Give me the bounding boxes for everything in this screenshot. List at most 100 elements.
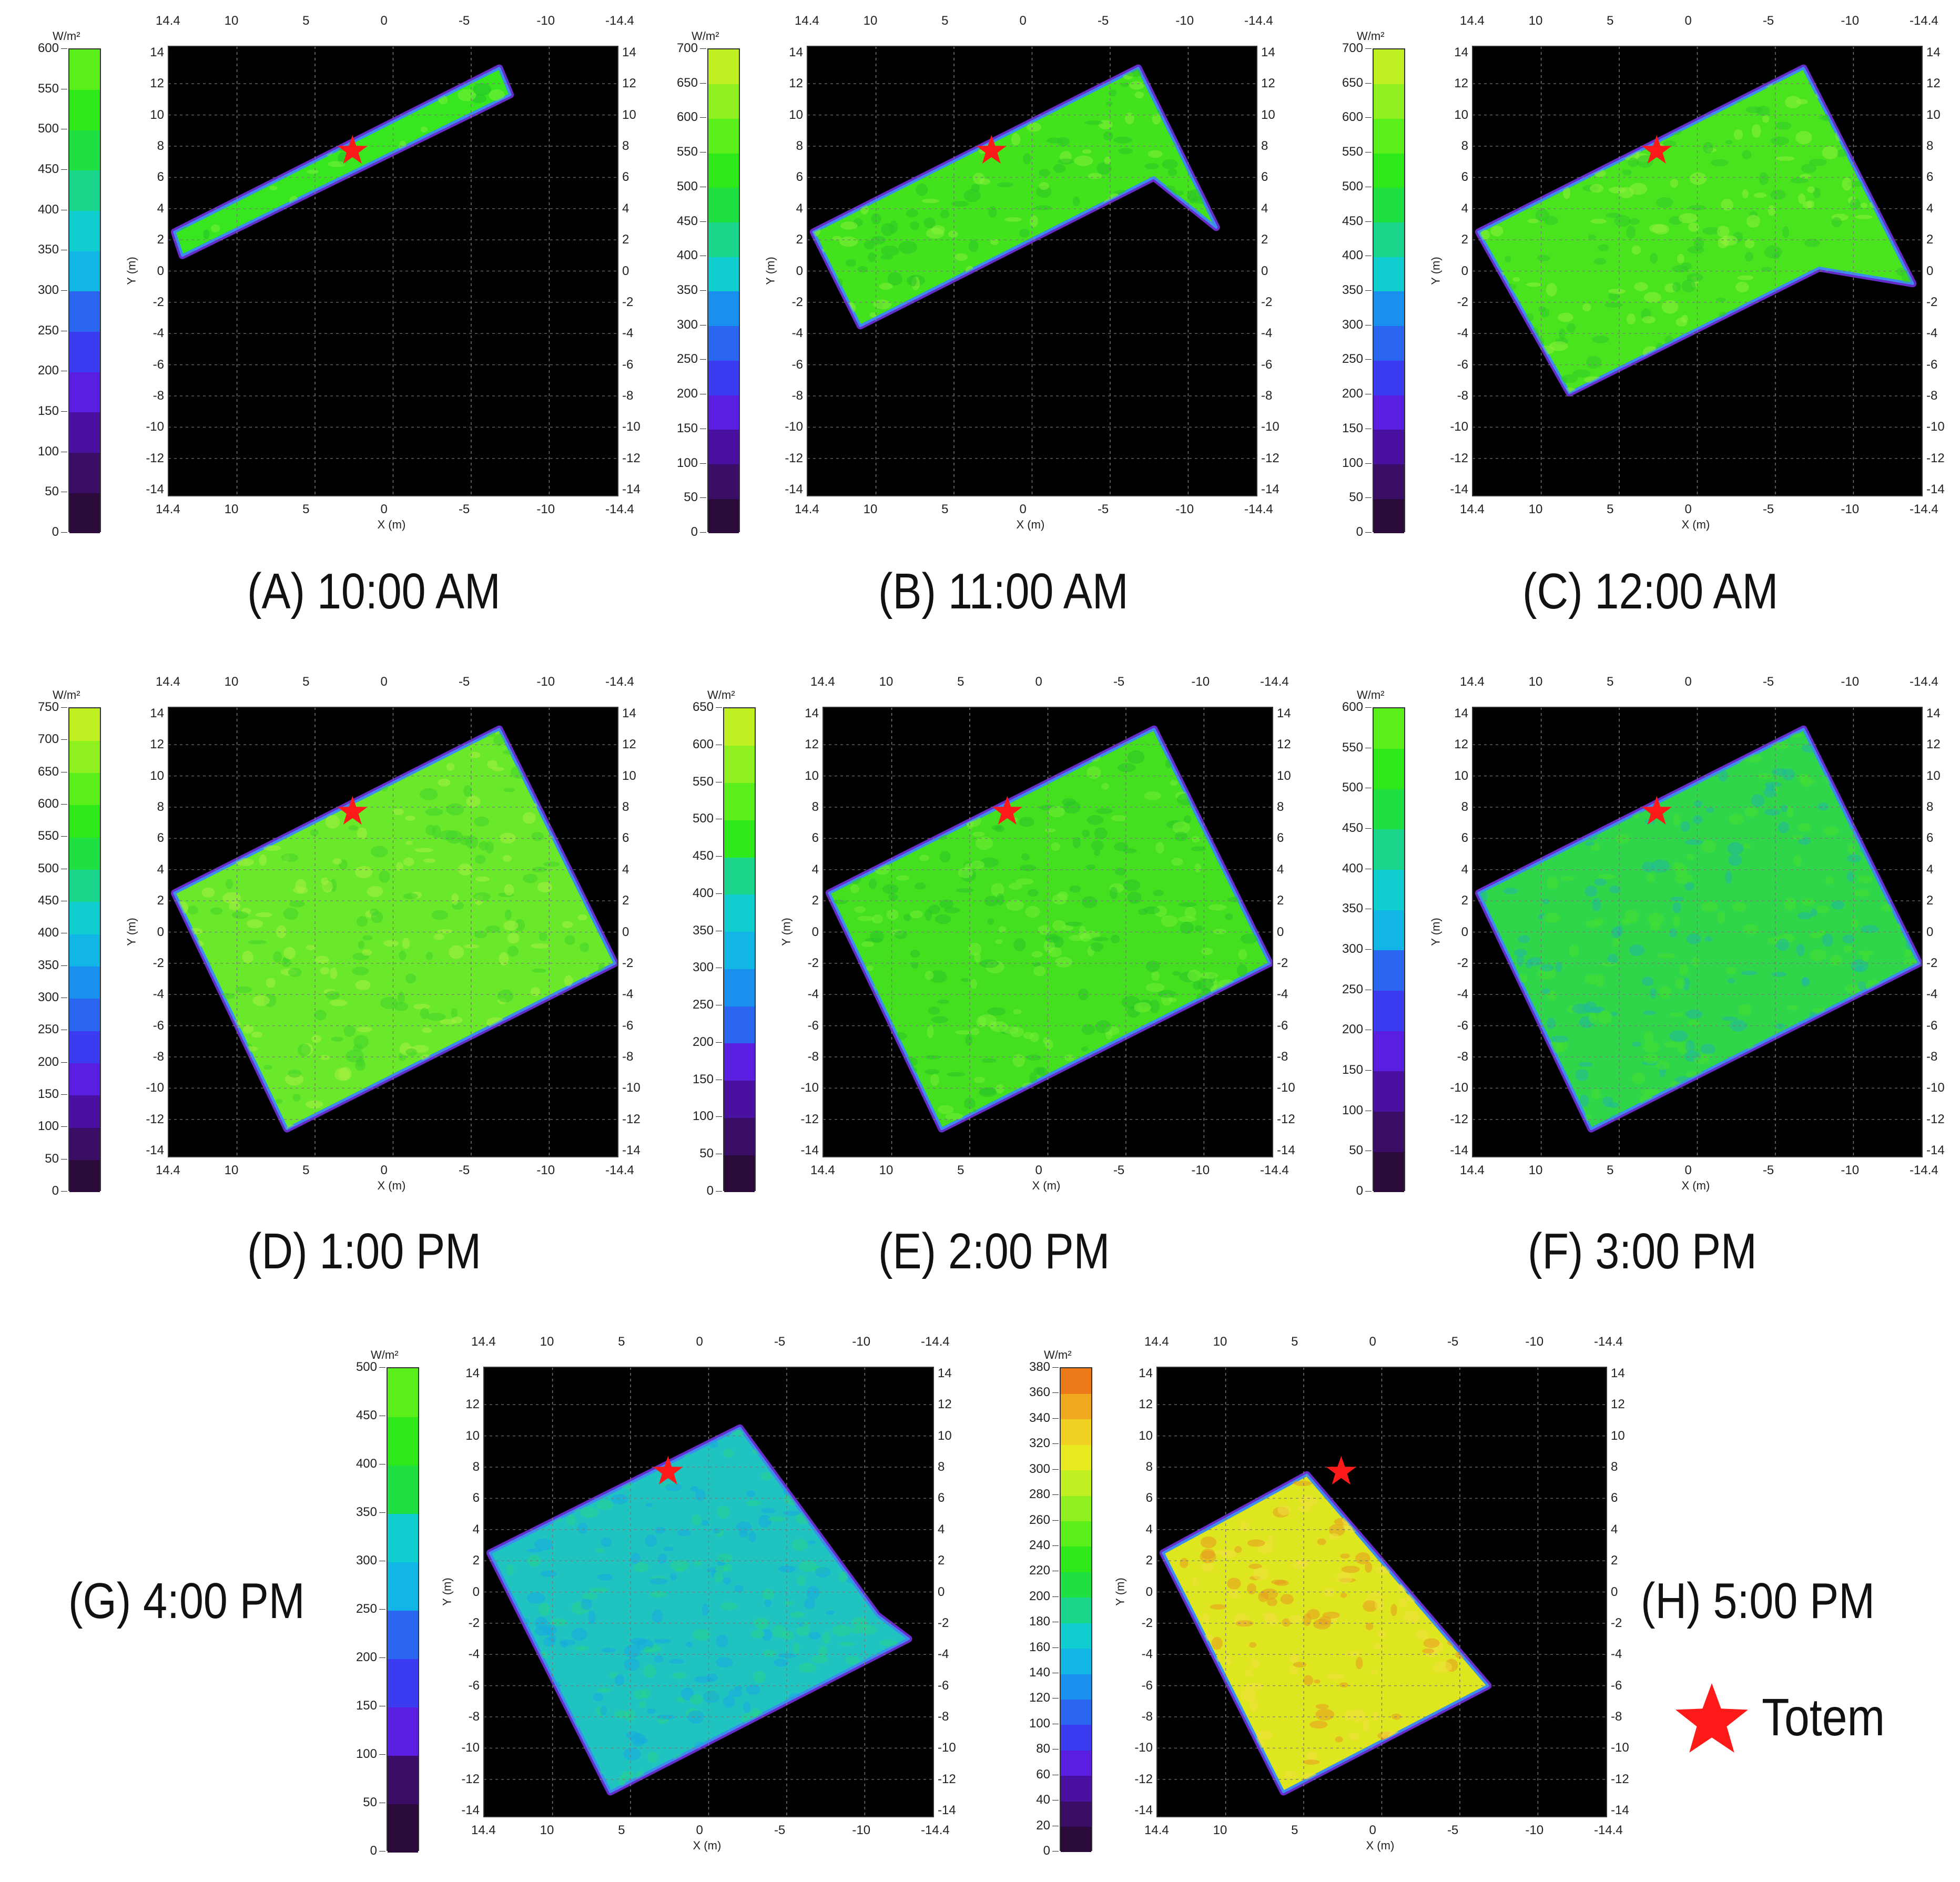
texture-spot: [385, 450, 400, 458]
texture-spot: [1685, 1009, 1703, 1019]
texture-spot: [570, 778, 580, 788]
texture-spot: [1762, 115, 1769, 123]
texture-spot: [946, 1072, 965, 1077]
texture-spot: [1125, 223, 1139, 230]
texture-spot: [665, 1483, 682, 1491]
texture-spot: [268, 319, 281, 331]
texture-spot: [1512, 839, 1524, 853]
colorbar-tick-label: 120: [1029, 1691, 1050, 1705]
texture-spot: [350, 93, 364, 104]
y-tick-label-left: -8: [1457, 1050, 1468, 1064]
texture-spot: [1201, 948, 1213, 955]
texture-spot: [174, 487, 180, 500]
texture-spot: [1420, 1589, 1435, 1601]
texture-spot: [1091, 937, 1109, 941]
texture-spot: [1225, 1655, 1232, 1665]
texture-spot: [1242, 1413, 1254, 1419]
texture-spot: [1027, 254, 1044, 268]
texture-spot: [948, 455, 954, 468]
texture-spot: [1591, 1088, 1601, 1100]
texture-spot: [1221, 1550, 1237, 1558]
colorbar-tick-label: 300: [676, 317, 698, 332]
texture-spot: [729, 1744, 743, 1757]
texture-spot: [937, 999, 949, 1004]
texture-spot: [1048, 1102, 1059, 1113]
texture-spot: [928, 904, 940, 914]
y-tick-label-left: 4: [157, 862, 164, 877]
texture-spot: [1249, 1699, 1258, 1712]
texture-spot: [1855, 965, 1863, 972]
texture-spot: [223, 842, 238, 856]
texture-spot: [1845, 94, 1855, 102]
texture-spot: [484, 219, 501, 230]
texture-spot: [285, 475, 297, 481]
texture-spot: [1846, 854, 1862, 862]
texture-spot: [1589, 778, 1606, 788]
texture-spot: [1254, 1433, 1265, 1438]
texture-spot: [1770, 136, 1790, 146]
texture-spot: [209, 856, 227, 864]
colorbar-tick-label: 400: [676, 248, 698, 263]
texture-spot: [506, 185, 511, 198]
texture-spot: [1539, 1730, 1550, 1735]
texture-spot: [1136, 262, 1155, 276]
colorbar: [723, 707, 756, 1193]
texture-spot: [263, 322, 280, 335]
texture-spot: [1194, 925, 1203, 932]
texture-spot: [900, 826, 909, 835]
texture-spot: [283, 947, 296, 960]
texture-spot: [924, 1140, 941, 1154]
x-tick-label-top: 0: [1019, 14, 1027, 28]
colorbar-tick-label: 500: [1342, 179, 1363, 194]
colorbar-segment: [69, 902, 100, 934]
texture-spot: [1127, 750, 1145, 764]
texture-spot: [490, 1747, 497, 1755]
x-tick-label-top: -10: [1525, 1335, 1544, 1349]
colorbar-tick-label: 700: [676, 41, 698, 55]
y-tick-label-right: 0: [1926, 924, 1934, 939]
texture-spot: [450, 164, 461, 169]
texture-spot: [1201, 1561, 1214, 1573]
texture-spot: [335, 729, 354, 735]
y-tick-label-right: -6: [1277, 1018, 1288, 1033]
texture-spot: [1507, 72, 1527, 78]
texture-spot: [1231, 415, 1246, 427]
texture-spot: [338, 351, 353, 358]
texture-spot: [996, 395, 1012, 409]
y-tick-label-left: 0: [157, 263, 164, 278]
texture-spot: [1684, 839, 1703, 845]
texture-spot: [1532, 1610, 1547, 1622]
texture-spot: [1890, 1073, 1900, 1085]
texture-spot: [1230, 784, 1248, 795]
texture-spot: [1834, 733, 1852, 745]
texture-spot: [1700, 436, 1714, 446]
texture-spot: [1468, 931, 1478, 941]
texture-spot: [1479, 962, 1496, 971]
texture-spot: [1566, 1661, 1582, 1674]
texture-spot: [568, 1057, 581, 1063]
texture-spot: [1039, 182, 1049, 190]
texture-spot: [357, 916, 368, 927]
texture-spot: [232, 911, 249, 919]
texture-spot: [1592, 68, 1609, 70]
texture-spot: [915, 1643, 933, 1655]
texture-spot: [1689, 705, 1695, 717]
texture-spot: [239, 1126, 251, 1129]
texture-spot: [869, 312, 877, 318]
colorbar-tick-label: 650: [692, 700, 714, 714]
texture-spot: [1376, 1464, 1392, 1473]
texture-spot: [638, 1389, 650, 1394]
texture-spot: [383, 707, 397, 711]
texture-spot: [259, 854, 267, 866]
texture-spot: [1314, 1679, 1321, 1684]
texture-spot: [1516, 1613, 1527, 1621]
texture-spot: [174, 779, 191, 785]
texture-spot: [292, 1094, 301, 1102]
texture-spot: [421, 215, 439, 222]
texture-spot: [1499, 1019, 1507, 1026]
texture-spot: [552, 239, 563, 243]
totem-star-icon: [976, 135, 1007, 164]
texture-spot: [654, 1639, 672, 1644]
y-tick-label-left: -2: [468, 1615, 480, 1630]
texture-spot: [501, 1514, 517, 1528]
